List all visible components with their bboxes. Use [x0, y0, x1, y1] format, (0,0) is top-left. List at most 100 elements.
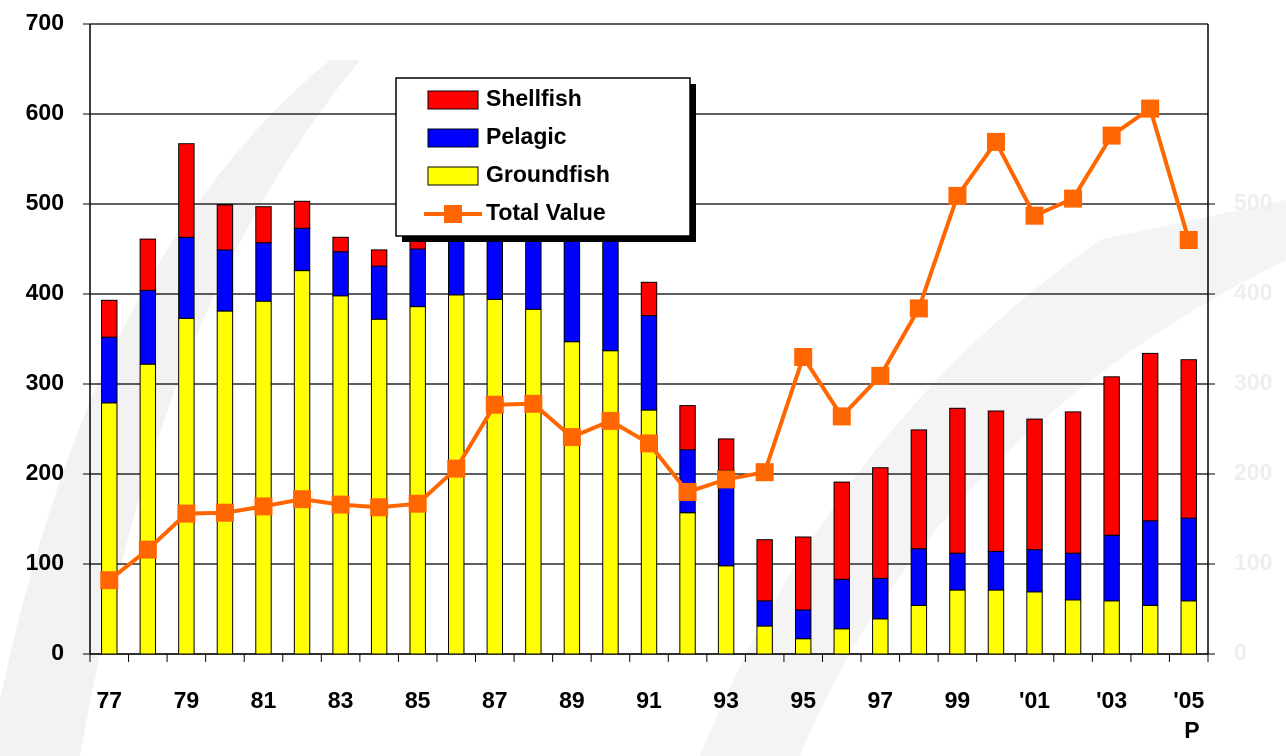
bar-segment — [987, 589, 1005, 655]
marker — [408, 494, 427, 513]
bar-segment — [794, 536, 812, 611]
bar-segment — [756, 539, 773, 602]
marker — [755, 463, 774, 482]
x-tick-label: 83 — [328, 687, 354, 713]
marker — [1179, 231, 1198, 249]
legend-swatch — [427, 166, 479, 186]
y-tick-label: 0 — [51, 639, 64, 665]
bar-segment — [332, 295, 349, 655]
bar-segment — [1180, 359, 1197, 519]
bar-segment — [1141, 352, 1159, 522]
bar-segment — [949, 589, 966, 655]
bar-segment — [293, 270, 311, 655]
bar-segment — [525, 308, 542, 655]
bar-segment — [756, 600, 773, 627]
bar-segment — [139, 238, 157, 291]
legend-label: Groundfish — [486, 161, 610, 187]
y-tick-label: 100 — [26, 549, 64, 575]
bar-segment — [679, 449, 696, 514]
bar-segment — [1180, 600, 1197, 655]
bar-segment — [1141, 604, 1159, 655]
bar-segment — [1103, 600, 1120, 655]
x-tick-label: 95 — [790, 687, 816, 713]
bar-segment — [255, 242, 272, 302]
marker — [601, 411, 620, 430]
bar-segment — [794, 609, 812, 640]
bar-segment — [717, 565, 735, 655]
x-tick-label: '01 — [1019, 687, 1050, 713]
marker — [485, 395, 504, 414]
bar-segment — [833, 481, 850, 580]
legend-swatch — [427, 128, 479, 148]
bar-segment — [833, 578, 850, 630]
bar-segment — [794, 638, 812, 655]
bar-segment — [332, 251, 349, 297]
bar-segment — [486, 298, 504, 655]
bar-segment — [833, 628, 850, 655]
bar-segment — [178, 143, 195, 238]
y-tick-label: 600 — [26, 99, 64, 125]
marker — [1141, 99, 1160, 118]
marker — [177, 504, 196, 523]
bar-segment — [1103, 534, 1120, 602]
x-tick-label: 91 — [636, 687, 662, 713]
bar-segment — [409, 306, 426, 655]
legend-swatch — [444, 205, 462, 223]
x-tick-label: 89 — [559, 687, 585, 713]
x-tick-label: 79 — [174, 687, 200, 713]
y2-tick-label: 100 — [1234, 549, 1272, 575]
bar-segment — [293, 200, 311, 229]
bar-segment — [872, 467, 889, 579]
bar-segment — [1180, 517, 1197, 602]
bar-segment — [1064, 411, 1082, 554]
bar-segment — [101, 336, 118, 404]
bar-segment — [756, 625, 773, 655]
bar-segment — [370, 318, 388, 655]
marker — [1064, 189, 1083, 208]
marker — [370, 498, 389, 517]
bar-segment — [679, 512, 696, 655]
legend-swatch — [427, 90, 479, 110]
marker — [562, 428, 581, 447]
y-tick-label: 400 — [26, 279, 64, 305]
bar-segment — [949, 552, 966, 591]
marker — [909, 299, 928, 318]
bar-segment — [101, 402, 118, 655]
bar-segment — [139, 289, 157, 365]
bar-segment — [1026, 549, 1043, 593]
marker — [717, 470, 736, 489]
bar-segment — [216, 310, 234, 655]
marker — [794, 348, 813, 366]
marker — [1102, 126, 1121, 145]
bar-segment — [293, 227, 311, 272]
bar-segment — [332, 236, 349, 253]
y2-tick-label: 400 — [1234, 279, 1272, 305]
marker — [138, 540, 157, 559]
bar-segment — [910, 548, 928, 606]
marker — [293, 490, 312, 509]
bar-segment — [216, 249, 234, 312]
bar-segment — [1064, 599, 1082, 655]
x-tick-label: 93 — [713, 687, 739, 713]
x-tick-label: 81 — [251, 687, 277, 713]
marker — [1025, 206, 1044, 225]
y2-tick-label: 0 — [1234, 639, 1247, 665]
y-tick-label: 500 — [26, 189, 64, 215]
legend-label: Shellfish — [486, 85, 582, 111]
bar-segment — [602, 350, 619, 655]
marker — [678, 483, 697, 501]
marker — [331, 495, 350, 514]
marker — [986, 132, 1005, 151]
marker — [640, 434, 658, 453]
legend-label: Total Value — [486, 199, 606, 225]
marker — [100, 571, 119, 590]
bar-segment — [872, 577, 889, 620]
bar-segment — [255, 206, 272, 244]
marker — [948, 186, 967, 205]
y2-tick-label: 200 — [1234, 459, 1272, 485]
x-tick-label: 99 — [945, 687, 971, 713]
bar-segment — [409, 248, 426, 308]
bar-segment — [178, 236, 195, 319]
marker — [447, 459, 466, 478]
